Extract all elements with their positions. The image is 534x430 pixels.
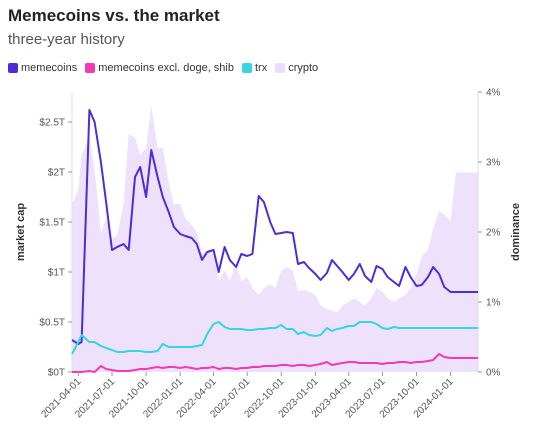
legend-label: trx: [254, 62, 268, 74]
legend-label: crypto: [288, 62, 319, 74]
series-line-memecoins: [71, 109, 478, 345]
legend-item-crypto[interactable]: crypto: [275, 62, 318, 74]
legend-swatch: [8, 63, 18, 73]
legend-item-memecoins-excl[interactable]: memecoins excl. doge, shib: [85, 62, 234, 74]
y-axis-title-right: dominance: [510, 203, 522, 261]
y-tick-label: $2T: [48, 168, 65, 179]
y-tick-label: $2.5T: [39, 118, 65, 129]
legend-item-trx[interactable]: trx: [241, 62, 268, 74]
series-area-crypto: [72, 106, 478, 372]
line-layer: [71, 109, 478, 373]
chart-subtitle: three-year history: [8, 31, 125, 48]
legend-label: memecoins: [21, 62, 78, 74]
chart-title: Memecoins vs. the market: [8, 6, 220, 25]
y-tick-label: $0.5T: [39, 318, 65, 329]
y-tick-label-right: 0%: [486, 368, 501, 379]
area-layer: [72, 106, 478, 372]
y-tick-label: $0T: [48, 368, 65, 379]
y-tick-label: $1.5T: [39, 218, 65, 229]
legend-item-memecoins[interactable]: memecoins: [8, 62, 77, 74]
y-tick-label-right: 3%: [486, 158, 501, 169]
series-line-trx: [71, 321, 478, 355]
y-tick-label-right: 1%: [486, 298, 501, 309]
y-axis-title-left: market cap: [15, 203, 27, 261]
x-axis: 2021-04-012021-07-012021-10-012022-01-01…: [39, 372, 456, 420]
legend-label: memecoins excl. doge, shib: [98, 62, 234, 74]
y-axis-right: 0% 1% 2% 3% 4%: [478, 88, 501, 379]
legend-swatch: [275, 63, 286, 73]
legend-swatch: [85, 63, 96, 73]
y-axis-left: $0T $0.5T $1T $1.5T $2T $2.5T: [39, 118, 72, 379]
y-tick-label: $1T: [48, 268, 65, 279]
y-tick-label-right: 2%: [486, 228, 501, 239]
legend-swatch: [241, 63, 252, 73]
legend: memecoins memecoins excl. doge, shib trx…: [8, 62, 318, 74]
series-line-memecoins-excl-doge-shib: [72, 353, 478, 373]
y-tick-label-right: 4%: [486, 88, 501, 99]
